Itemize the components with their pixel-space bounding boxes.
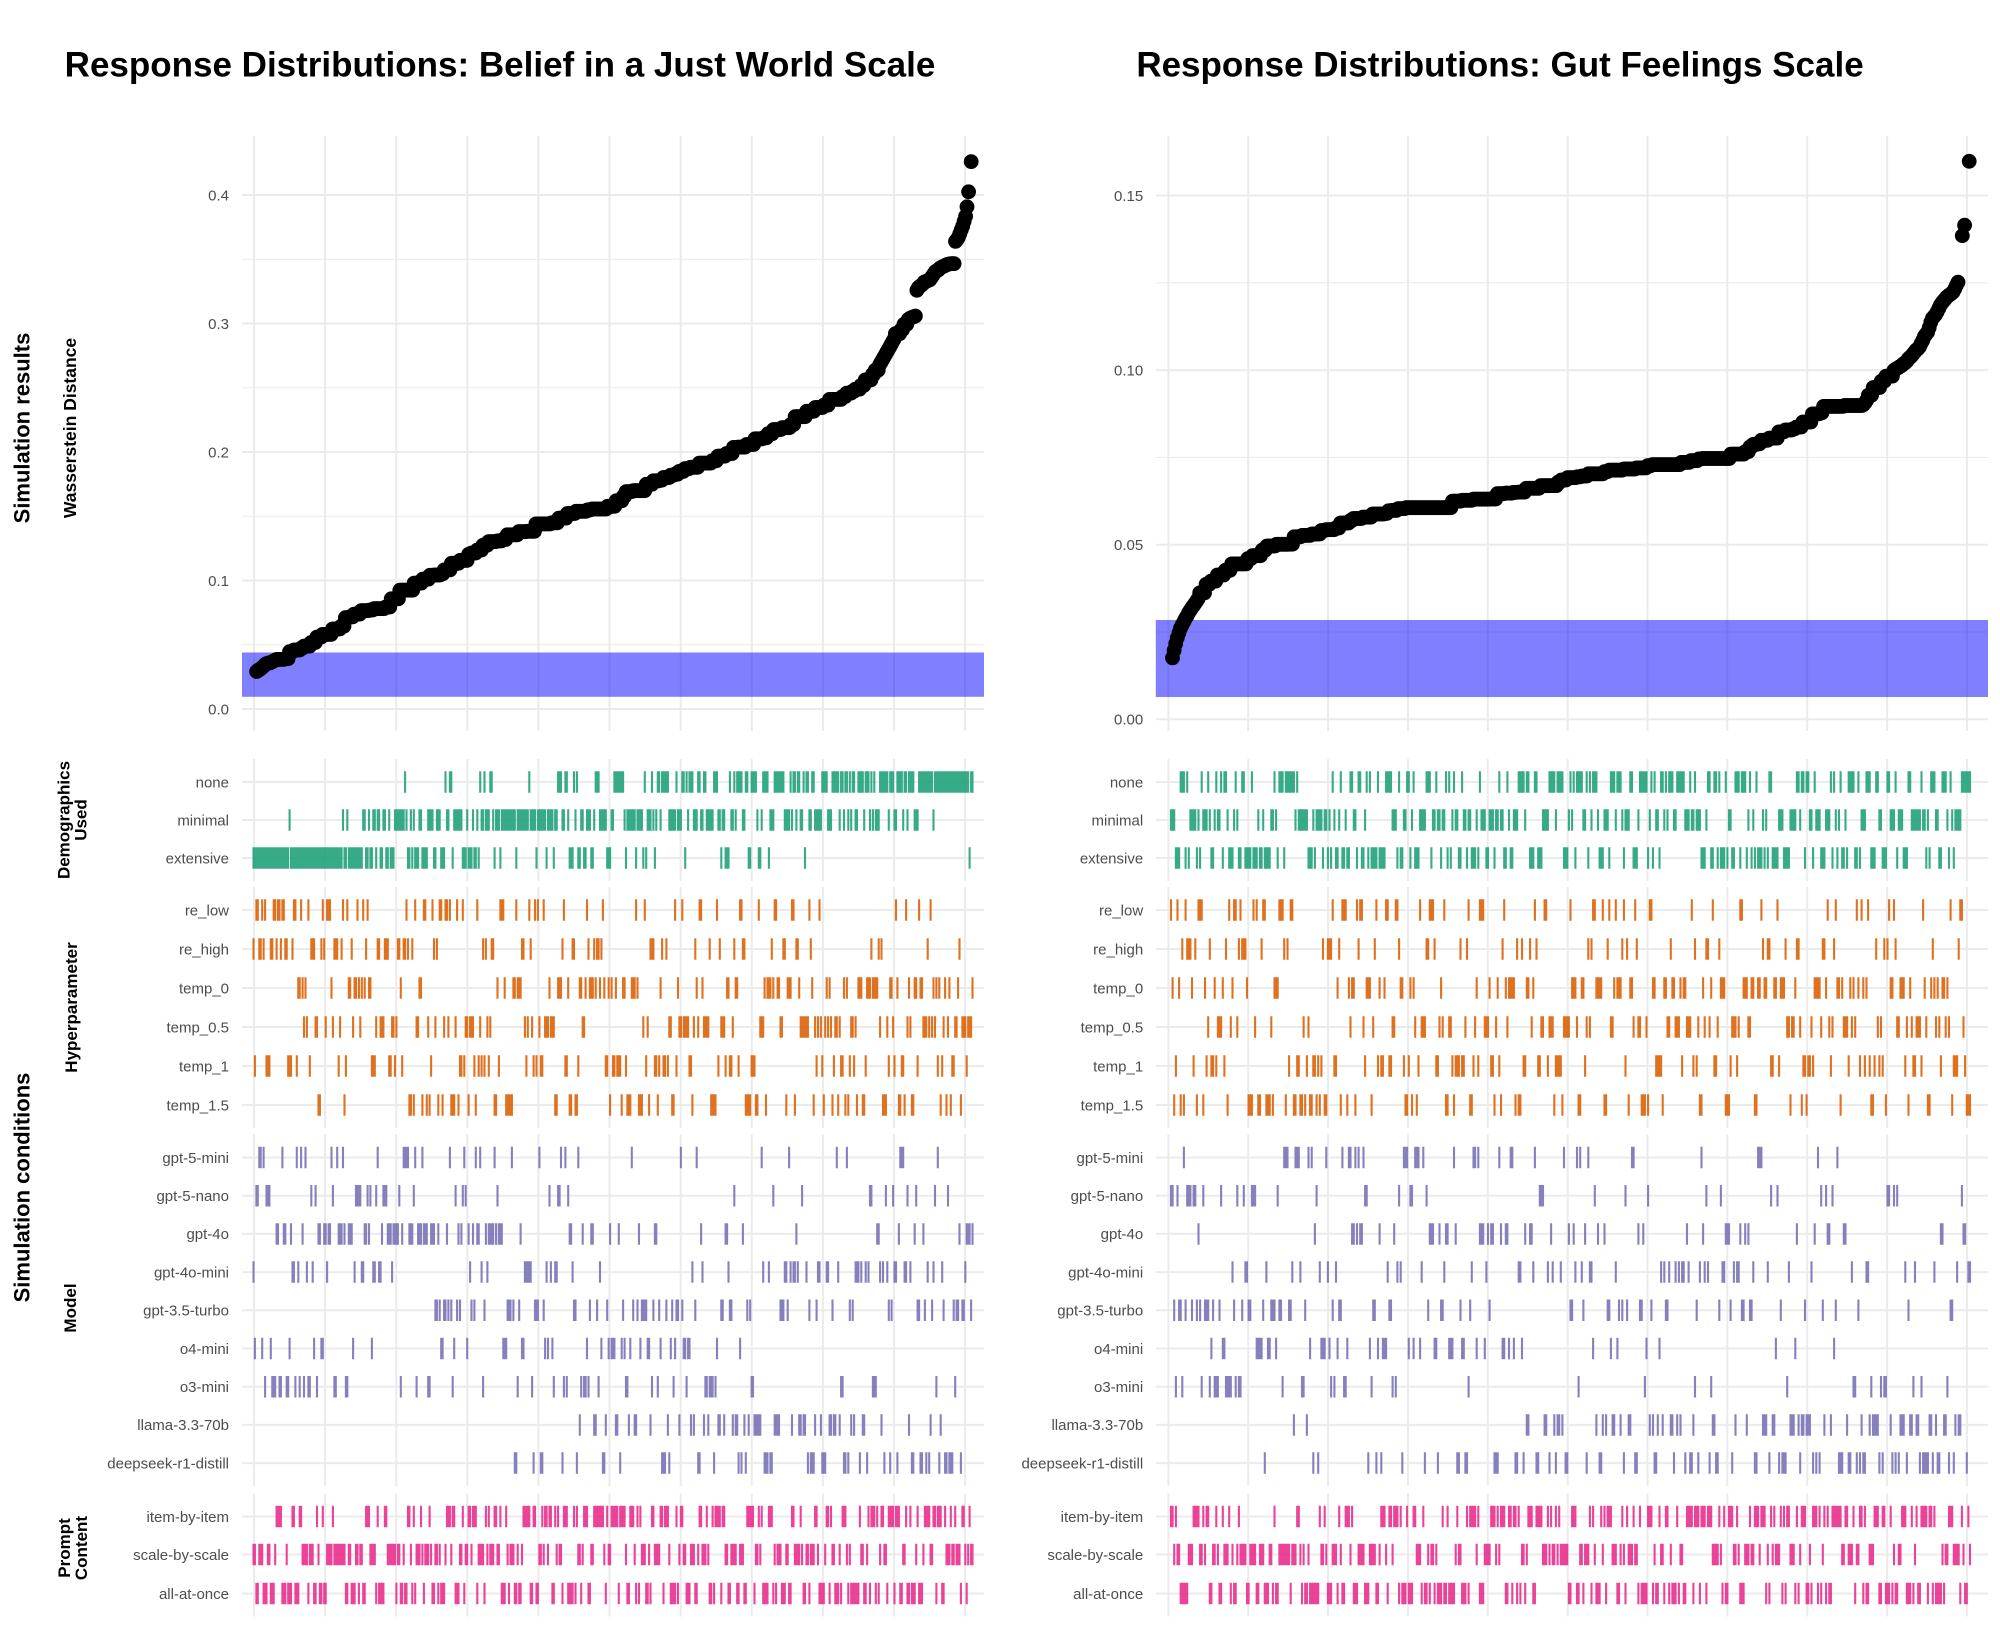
svg-text:gpt-5-nano: gpt-5-nano bbox=[156, 1188, 229, 1205]
svg-text:temp_0.5: temp_0.5 bbox=[166, 1019, 229, 1036]
svg-text:0.3: 0.3 bbox=[208, 316, 229, 333]
svg-text:re_low: re_low bbox=[185, 902, 229, 919]
svg-text:item-by-item: item-by-item bbox=[146, 1509, 229, 1526]
svg-text:0.15: 0.15 bbox=[1114, 188, 1143, 205]
svg-text:temp_0.5: temp_0.5 bbox=[1081, 1019, 1144, 1036]
svg-text:extensive: extensive bbox=[166, 850, 229, 867]
svg-text:0.10: 0.10 bbox=[1114, 362, 1143, 379]
svg-text:temp_1: temp_1 bbox=[179, 1058, 229, 1075]
svg-text:gpt-3.5-turbo: gpt-3.5-turbo bbox=[1057, 1303, 1143, 1320]
svg-text:gpt-3.5-turbo: gpt-3.5-turbo bbox=[143, 1303, 229, 1320]
svg-text:Prompt: Prompt bbox=[55, 1518, 74, 1578]
svg-text:temp_0: temp_0 bbox=[179, 980, 229, 997]
svg-text:temp_1.5: temp_1.5 bbox=[166, 1097, 229, 1114]
svg-text:deepseek-r1-distill: deepseek-r1-distill bbox=[1021, 1455, 1143, 1472]
svg-text:item-by-item: item-by-item bbox=[1061, 1509, 1144, 1526]
svg-text:o4-mini: o4-mini bbox=[180, 1341, 229, 1358]
svg-text:none: none bbox=[1110, 774, 1143, 791]
svg-text:scale-by-scale: scale-by-scale bbox=[133, 1547, 229, 1564]
svg-text:0.2: 0.2 bbox=[208, 444, 229, 461]
svg-text:all-at-once: all-at-once bbox=[1073, 1586, 1143, 1603]
svg-text:re_high: re_high bbox=[179, 941, 229, 958]
svg-text:Model: Model bbox=[61, 1283, 80, 1332]
svg-text:temp_1.5: temp_1.5 bbox=[1081, 1097, 1144, 1114]
svg-text:extensive: extensive bbox=[1080, 850, 1143, 867]
svg-text:gpt-5-nano: gpt-5-nano bbox=[1071, 1188, 1144, 1205]
svg-text:minimal: minimal bbox=[177, 812, 229, 829]
svg-text:o3-mini: o3-mini bbox=[1094, 1379, 1143, 1396]
svg-text:Simulation results: Simulation results bbox=[10, 333, 35, 524]
svg-text:Wasserstein Distance: Wasserstein Distance bbox=[60, 338, 80, 519]
svg-text:temp_1: temp_1 bbox=[1093, 1058, 1143, 1075]
svg-text:Response Distributions: Belief: Response Distributions: Belief in a Just… bbox=[65, 46, 936, 85]
svg-text:llama-3.3-70b: llama-3.3-70b bbox=[137, 1417, 229, 1434]
svg-text:none: none bbox=[196, 774, 229, 791]
svg-text:deepseek-r1-distill: deepseek-r1-distill bbox=[107, 1455, 229, 1472]
svg-text:temp_0: temp_0 bbox=[1093, 980, 1143, 997]
svg-text:gpt-4o: gpt-4o bbox=[1101, 1226, 1144, 1243]
svg-text:Demographics: Demographics bbox=[54, 761, 73, 879]
svg-text:Hyperparameter: Hyperparameter bbox=[62, 942, 81, 1073]
svg-text:0.0: 0.0 bbox=[208, 701, 229, 718]
svg-text:scale-by-scale: scale-by-scale bbox=[1047, 1547, 1143, 1564]
svg-text:Used: Used bbox=[71, 799, 90, 841]
svg-text:re_high: re_high bbox=[1093, 941, 1143, 958]
svg-text:minimal: minimal bbox=[1092, 812, 1144, 829]
svg-text:0.00: 0.00 bbox=[1114, 712, 1143, 729]
svg-text:o4-mini: o4-mini bbox=[1094, 1341, 1143, 1358]
svg-text:Content: Content bbox=[72, 1516, 91, 1581]
svg-text:gpt-5-mini: gpt-5-mini bbox=[162, 1150, 229, 1167]
svg-text:re_low: re_low bbox=[1099, 902, 1143, 919]
svg-text:Response Distributions: Gut Fe: Response Distributions: Gut Feelings Sca… bbox=[1136, 46, 1863, 85]
svg-text:gpt-4o-mini: gpt-4o-mini bbox=[154, 1264, 229, 1281]
svg-text:0.1: 0.1 bbox=[208, 573, 229, 590]
svg-text:0.05: 0.05 bbox=[1114, 537, 1143, 554]
svg-text:o3-mini: o3-mini bbox=[180, 1379, 229, 1396]
svg-text:gpt-4o: gpt-4o bbox=[186, 1226, 229, 1243]
svg-text:gpt-5-mini: gpt-5-mini bbox=[1077, 1150, 1144, 1167]
svg-text:all-at-once: all-at-once bbox=[159, 1586, 229, 1603]
svg-text:llama-3.3-70b: llama-3.3-70b bbox=[1051, 1417, 1143, 1434]
svg-text:Simulation conditions: Simulation conditions bbox=[10, 1073, 35, 1303]
svg-text:0.4: 0.4 bbox=[208, 187, 229, 204]
svg-text:gpt-4o-mini: gpt-4o-mini bbox=[1068, 1264, 1143, 1281]
